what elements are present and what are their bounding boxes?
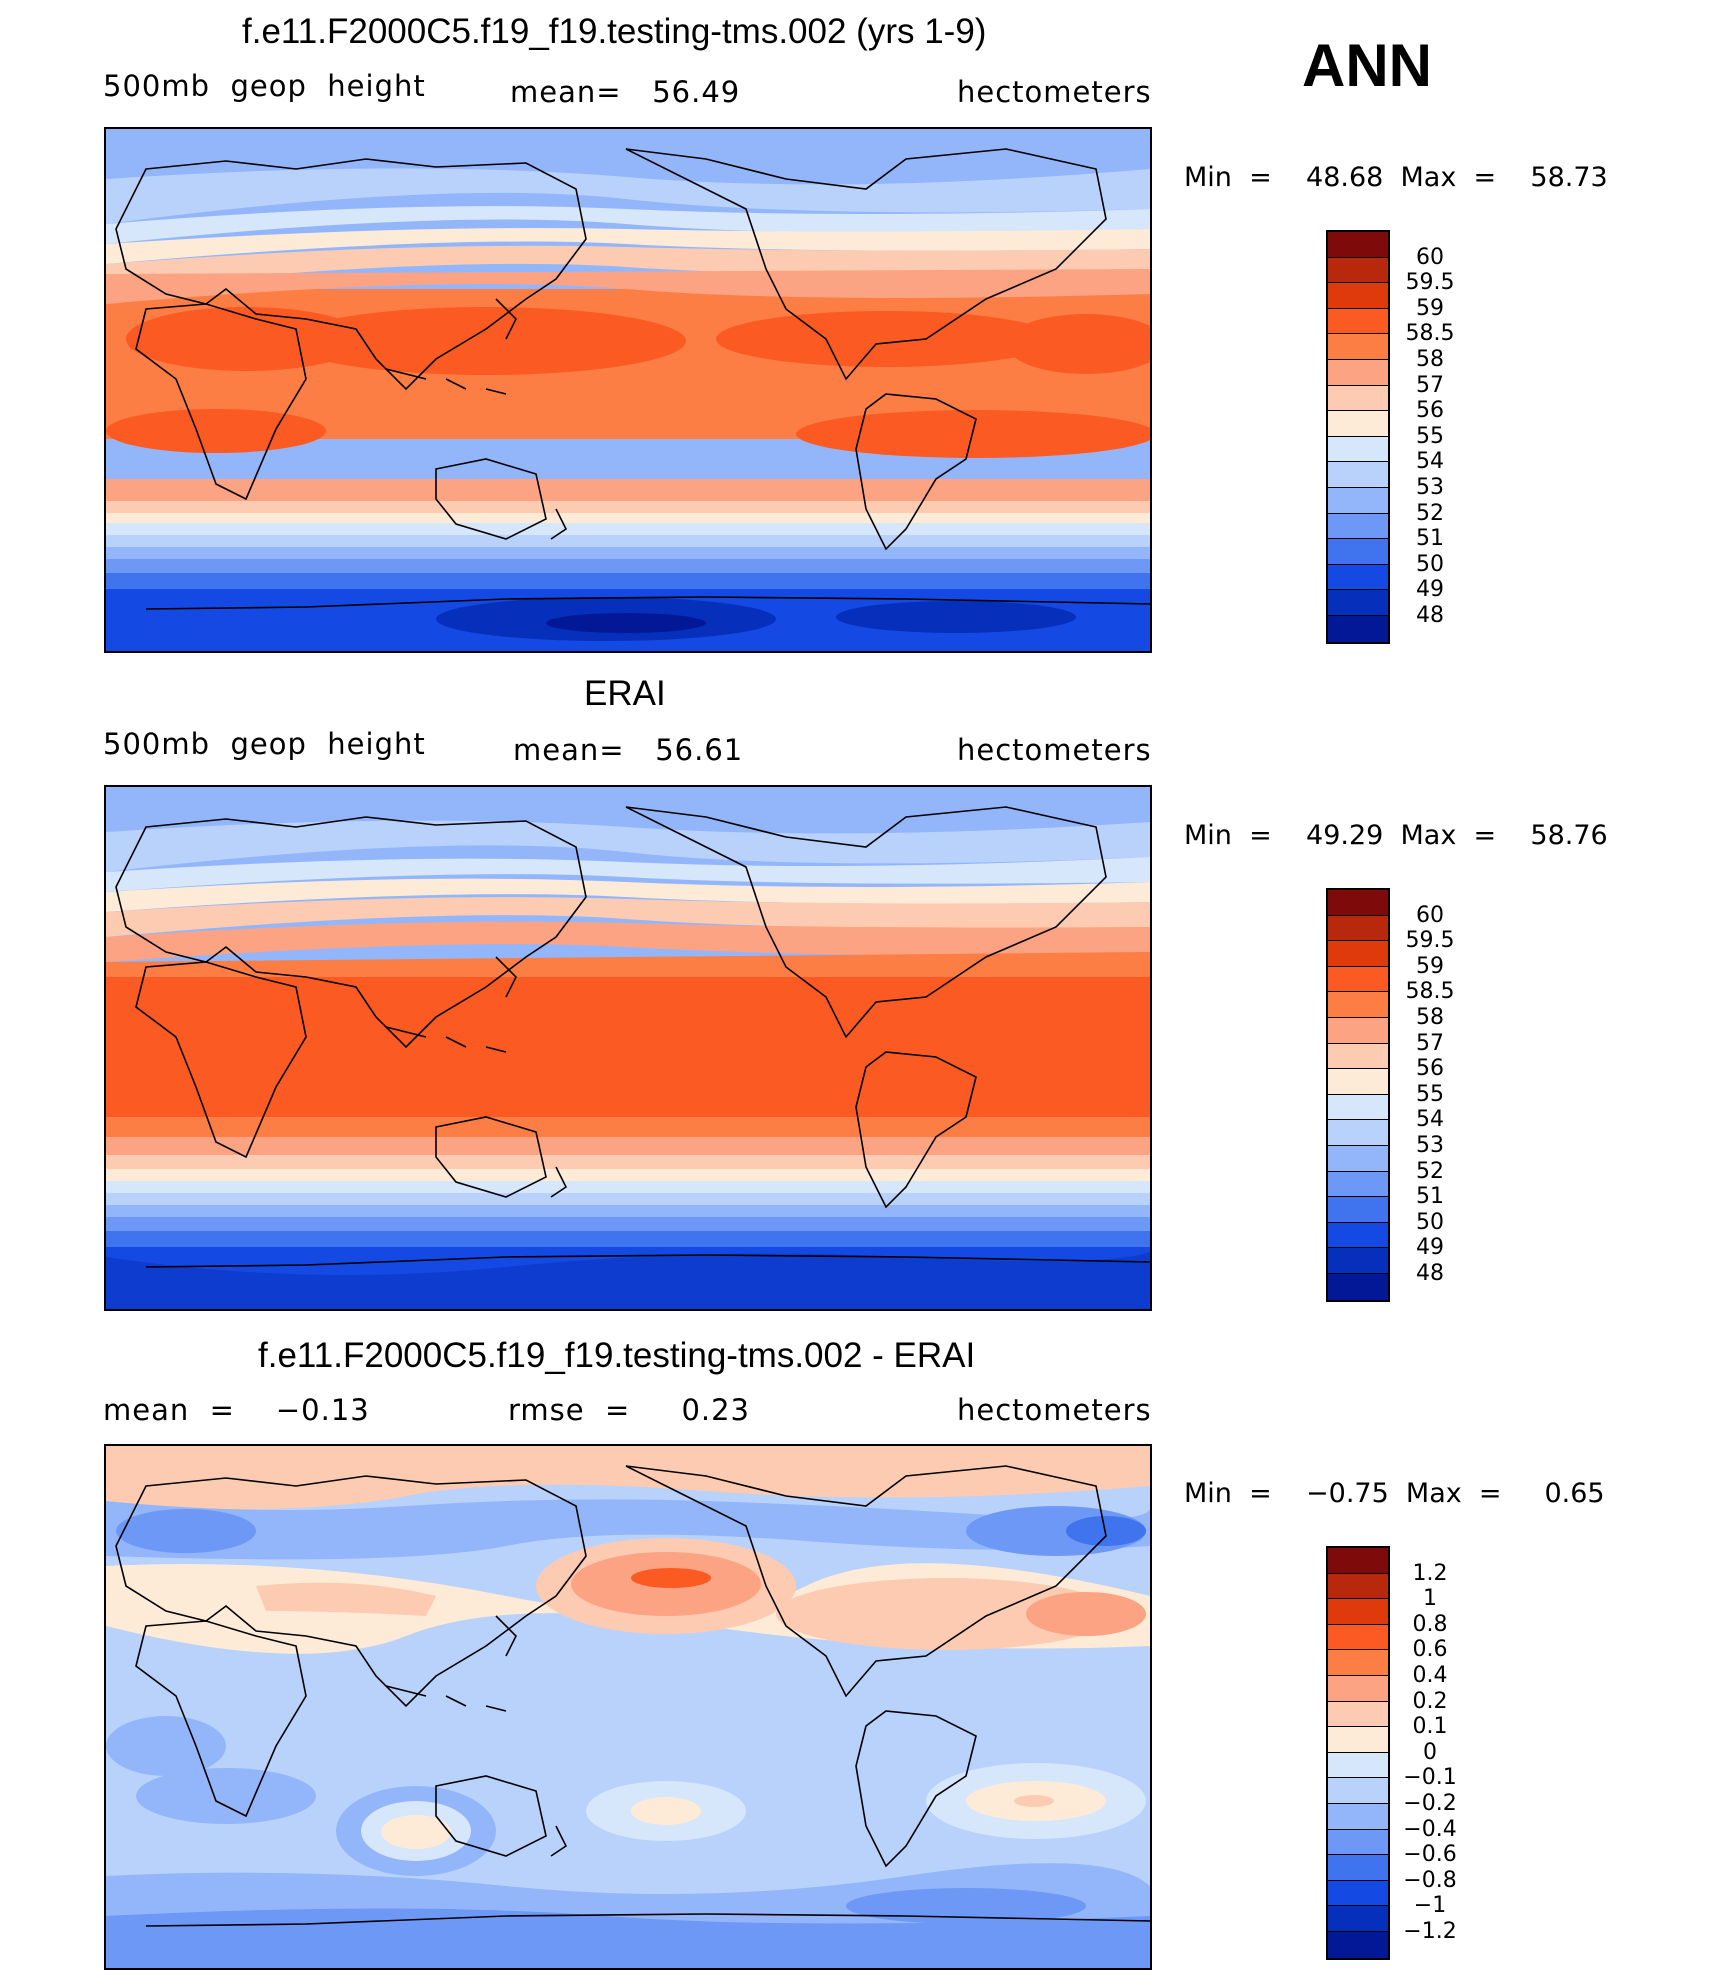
colorbar-label: 51: [1416, 526, 1444, 552]
units-label-obs: hectometers: [957, 733, 1152, 767]
mean-label-model: mean= 56.49: [510, 75, 741, 109]
colorbar-label: −0.4: [1403, 1816, 1457, 1842]
colorbar-label: 51: [1416, 1184, 1444, 1210]
colorbar-label: 56: [1416, 398, 1444, 424]
panel-title-diff: f.e11.F2000C5.f19_f19.testing-tms.002 - …: [258, 1336, 976, 1375]
colorbar-label: −0.6: [1403, 1842, 1457, 1868]
colorbar-label: 57: [1416, 1030, 1444, 1056]
minmax-obs: Min = 49.29 Max = 58.76: [1184, 820, 1608, 851]
colorbar-label: 48: [1416, 603, 1444, 628]
colorbar-label: 49: [1416, 577, 1444, 603]
colorbar-label: 49: [1416, 1235, 1444, 1261]
colorbar-label: 58: [1416, 347, 1444, 372]
colorbar-label: 59: [1416, 295, 1444, 321]
colorbar-label: 50: [1416, 551, 1444, 577]
mean-label-diff: mean = −0.13: [103, 1393, 370, 1427]
colorbar-label: 50: [1416, 1209, 1444, 1235]
colorbar-label: 0: [1423, 1739, 1437, 1765]
colorbar-label: 1.2: [1412, 1560, 1448, 1586]
units-label-diff: hectometers: [957, 1393, 1152, 1427]
colorbar-label: 0.2: [1412, 1688, 1448, 1714]
colorbar-label: −0.8: [1403, 1867, 1457, 1893]
colorbar-label: 58: [1416, 1005, 1444, 1030]
colorbar-label: 60: [1416, 244, 1444, 270]
map-model: [104, 127, 1152, 653]
colorbar-label: −1: [1413, 1893, 1447, 1919]
colorbar-label: 48: [1416, 1261, 1444, 1286]
colorbar-label: 54: [1416, 449, 1444, 475]
colorbar-label: 59.5: [1405, 928, 1455, 954]
colorbar-label: 59.5: [1405, 270, 1455, 296]
map-obs: [104, 785, 1152, 1311]
colorbar-label: 58.5: [1405, 321, 1455, 347]
colorbar-label: 57: [1416, 372, 1444, 398]
colorbar-label: 55: [1416, 1081, 1444, 1107]
colorbar-label: 58.5: [1405, 979, 1455, 1005]
colorbar-label: 59: [1416, 953, 1444, 979]
colorbar-label: 52: [1416, 1158, 1444, 1184]
colorbar-label: 52: [1416, 500, 1444, 526]
mean-label-obs: mean= 56.61: [513, 733, 744, 767]
map-diff: [104, 1444, 1152, 1970]
colorbar-label: −1.2: [1403, 1919, 1457, 1944]
season-label: ANN: [1302, 32, 1432, 99]
colorbar-label: 60: [1416, 902, 1444, 928]
panel-title-model: f.e11.F2000C5.f19_f19.testing-tms.002 (y…: [242, 12, 987, 51]
colorbar-label: 0.4: [1412, 1663, 1448, 1688]
panel-title-obs: ERAI: [584, 674, 666, 713]
units-label-model: hectometers: [957, 75, 1152, 109]
colorbar-model: [1326, 230, 1390, 644]
colorbar-obs: [1326, 888, 1390, 1302]
minmax-diff: Min = −0.75 Max = 0.65: [1184, 1478, 1605, 1509]
colorbar-label: 0.1: [1412, 1714, 1448, 1740]
colorbar-label: 55: [1416, 423, 1444, 449]
colorbar-label: 54: [1416, 1107, 1444, 1133]
variable-label-model: 500mb geop height: [103, 69, 426, 103]
colorbar-label: 1: [1423, 1586, 1437, 1612]
colorbar-diff: [1326, 1546, 1390, 1960]
minmax-model: Min = 48.68 Max = 58.73: [1184, 162, 1608, 193]
colorbar-label: 53: [1416, 475, 1444, 500]
colorbar-label: 0.6: [1412, 1637, 1448, 1663]
colorbar-label: 56: [1416, 1056, 1444, 1082]
colorbar-label: 0.8: [1412, 1611, 1448, 1637]
colorbar-label: 53: [1416, 1133, 1444, 1158]
variable-label-obs: 500mb geop height: [103, 727, 426, 761]
colorbar-label: −0.1: [1403, 1765, 1457, 1791]
colorbar-label: −0.2: [1403, 1791, 1457, 1816]
rmse-label-diff: rmse = 0.23: [508, 1393, 751, 1427]
